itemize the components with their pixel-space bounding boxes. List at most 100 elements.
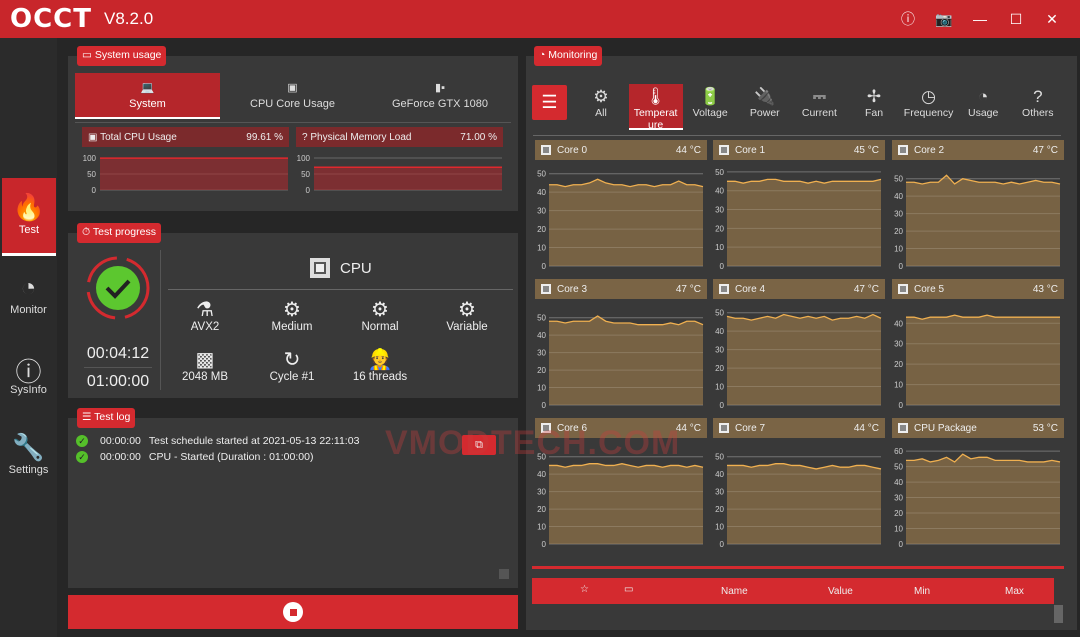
tick-label: 40 (894, 192, 903, 201)
gauge-icon: ◔ (20, 272, 37, 302)
stop-test-button[interactable] (68, 595, 518, 629)
monitor-tab-all[interactable]: ⚙ All (574, 84, 628, 130)
chart-header: Core 7 44 °C (713, 418, 885, 438)
tab-label: All (595, 107, 607, 119)
splitter-handle[interactable] (532, 566, 1064, 569)
plug-icon: 🔌 (754, 87, 776, 106)
tick-label: 10 (537, 523, 546, 532)
refresh-icon: ↻ (283, 349, 301, 371)
tick-label: 10 (894, 245, 903, 254)
tick-label: 0 (542, 540, 547, 549)
info-icon: ⓘ (15, 357, 42, 387)
series-area (549, 463, 703, 544)
test-device: CPU (310, 258, 372, 278)
stop-icon (283, 602, 303, 622)
tick-label: 20 (715, 364, 724, 373)
camera-icon[interactable]: 📷 (935, 10, 953, 27)
flask-icon: ⚗ (196, 299, 214, 321)
column-max[interactable]: Max (1005, 586, 1024, 597)
tab-label: Fan (864, 107, 884, 119)
minimize-button[interactable]: — (973, 11, 987, 27)
sidebar-item-monitor[interactable]: ◔ Monitor (0, 258, 57, 336)
mode: ⚙ Normal (335, 297, 425, 333)
tick-label: 0 (720, 540, 725, 549)
tick-label: 50 (87, 170, 96, 179)
cpu-usage-header: ▣ Total CPU Usage 99.61 % (82, 127, 289, 147)
column-name[interactable]: Name (721, 586, 748, 597)
tab-label: Temperat ure (633, 107, 678, 131)
series-line (549, 463, 704, 468)
chart-value: 45 °C (853, 144, 879, 156)
temperature-chart: CPU Package 53 °C 0 10 20 30 40 50 60 (892, 418, 1064, 550)
memory-load-header: ? Physical Memory Load 71.00 % (296, 127, 503, 147)
series-line (549, 315, 704, 326)
tick-label: 20 (894, 227, 903, 236)
chart-plot: 0 10 20 30 40 50 60 (894, 447, 1061, 549)
tick-label: 40 (715, 187, 724, 196)
tab-gpu[interactable]: ▮▪ GeForce GTX 1080 (365, 73, 515, 119)
chart-header: Core 0 44 °C (535, 140, 707, 160)
gears-icon: ⚙ (371, 299, 389, 321)
monitor-tab-temperature[interactable]: 🌡 Temperat ure (628, 84, 683, 131)
tick-label: 30 (715, 488, 724, 497)
log-entry: ✓ 00:00:00 CPU - Started (Duration : 01:00… (76, 451, 313, 463)
monitor-tab-current[interactable]: ⎓ Current (792, 84, 846, 130)
tick-label: 10 (715, 383, 724, 392)
chart-header: Core 4 47 °C (713, 279, 885, 299)
copy-log-button[interactable]: ⧉ (462, 435, 496, 455)
tab-label: Current (801, 107, 837, 119)
chart-value: 53 °C (1032, 422, 1058, 434)
chart-title: Core 3 (557, 283, 588, 295)
sidebar-item-settings[interactable]: 🔧 Settings (0, 418, 57, 496)
sensor-table-header: ☆ ▭ Name Value Min Max (532, 578, 1054, 604)
item-label: 16 threads (352, 371, 408, 383)
item-label: Variable (446, 321, 488, 333)
chart-value: 47 °C (1032, 144, 1058, 156)
monitoring-tag: ◔ Monitoring (534, 46, 603, 66)
monitor-tab-voltage[interactable]: 🔋 Voltage (683, 84, 737, 130)
tab-system[interactable]: 💻 System (75, 73, 220, 119)
close-button[interactable]: ✕ (1046, 10, 1058, 27)
tag-label: System usage (94, 49, 162, 61)
maximize-button[interactable]: ☐ (1009, 10, 1023, 27)
tick-label: 50 (537, 453, 546, 462)
scrollbar[interactable] (1054, 605, 1063, 623)
copy-icon: ⧉ (475, 439, 483, 451)
monitor-tab-usage[interactable]: ◔ Usage (956, 84, 1010, 130)
cpu-icon (541, 422, 551, 433)
column-min[interactable]: Min (914, 586, 931, 597)
series-line (906, 453, 1061, 463)
sidebar-item-sysinfo[interactable]: ⓘ SysInfo (0, 338, 57, 416)
chart-title: Core 6 (557, 422, 588, 434)
tag-label: Test progress (92, 226, 156, 238)
menu-button[interactable]: ☰ (532, 85, 567, 120)
tick-label: 10 (894, 525, 903, 534)
chip-icon: ▩ (195, 349, 215, 371)
sidebar-item-test[interactable]: 🔥 Test (2, 178, 56, 256)
series-area (727, 179, 881, 266)
temperature-chart: Core 0 44 °C 0 10 20 30 40 50 (535, 140, 707, 272)
monitor-tab-fan[interactable]: ✢ Fan (847, 84, 901, 130)
gpu-icon: ▮▪ (435, 82, 445, 94)
hamburger-icon: ☰ (541, 92, 558, 112)
tab-label: CPU Core Usage (250, 98, 335, 110)
column-value[interactable]: Value (828, 586, 853, 597)
star-icon[interactable]: ☆ (580, 584, 589, 595)
tab-cpu-core-usage[interactable]: ▣ CPU Core Usage (220, 73, 365, 119)
memory-load-label: Physical Memory Load (310, 131, 412, 143)
laptop-icon[interactable]: ▭ (624, 584, 634, 595)
tick-label: 20 (894, 360, 903, 369)
chart-title: Core 1 (735, 144, 766, 156)
tick-label: 40 (894, 478, 903, 487)
resize-grip[interactable] (499, 569, 509, 579)
monitor-tab-others[interactable]: ? Others (1011, 84, 1065, 130)
info-icon[interactable]: ⓘ (901, 11, 915, 27)
monitor-tab-frequency[interactable]: ◷ Frequency (902, 84, 956, 130)
tab-label: Voltage (692, 107, 728, 119)
chart-plot: 0 10 20 30 40 50 (715, 453, 882, 549)
laptop-icon: 💻 (140, 82, 155, 94)
temperature-chart: Core 3 47 °C 0 10 20 30 40 50 (535, 279, 707, 411)
tick-label: 30 (537, 349, 546, 358)
memory-load-value: 71.00 % (460, 131, 497, 143)
monitor-tab-power[interactable]: 🔌 Power (738, 84, 792, 130)
